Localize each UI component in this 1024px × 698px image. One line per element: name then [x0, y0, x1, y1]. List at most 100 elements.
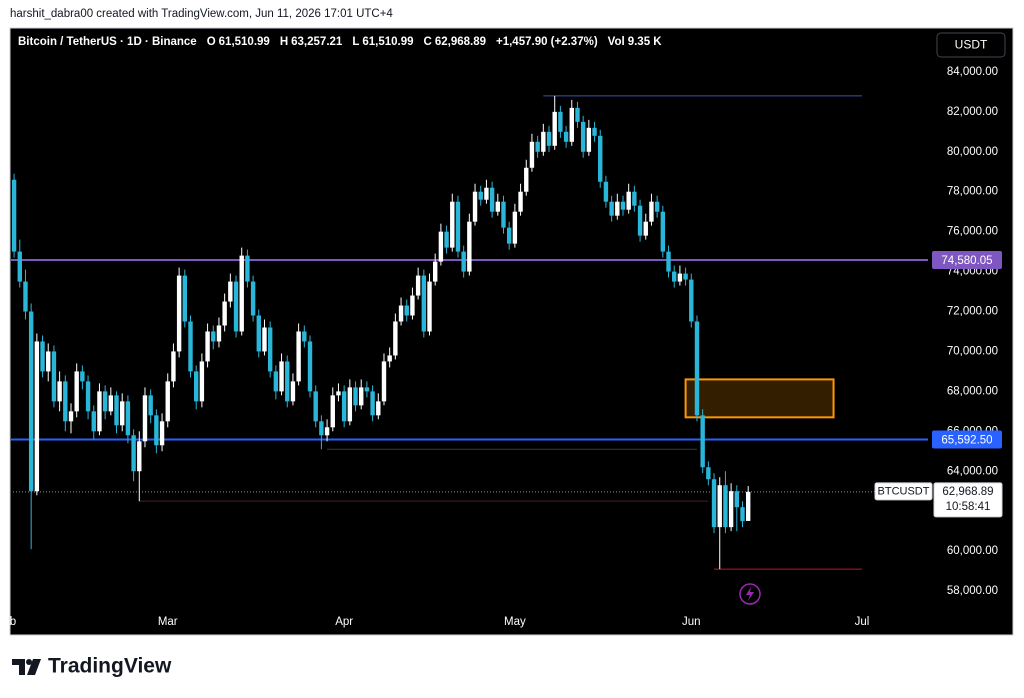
candle-body: [17, 251, 22, 282]
candle-body: [336, 391, 341, 396]
candle-body: [11, 179, 17, 252]
candle-body: [296, 331, 301, 382]
candle-body: [666, 251, 671, 272]
lightning-icon[interactable]: [739, 583, 761, 605]
candle-body: [307, 341, 313, 392]
candle-body: [28, 311, 34, 492]
candle-body: [575, 107, 580, 122]
candle-body: [592, 127, 597, 136]
candle-body: [102, 391, 108, 412]
x-tick-label: Jul: [855, 616, 870, 628]
candle-body: [438, 231, 444, 262]
candle-body: [410, 295, 415, 316]
candle-body: [80, 371, 85, 382]
candle-body: [137, 441, 142, 472]
candle-body: [370, 391, 375, 416]
candle-body: [211, 331, 216, 342]
candle-body: [717, 485, 722, 528]
candle-body: [728, 491, 734, 528]
legend-change: +1,457.90 (+2.37%): [496, 36, 598, 48]
candle-body: [643, 221, 648, 236]
y-tick-label: 76,000.00: [947, 226, 998, 238]
candle-body: [683, 273, 688, 280]
x-tick-label: May: [504, 616, 526, 628]
candle-body: [700, 415, 705, 468]
candle-body: [239, 255, 244, 332]
legend-symbol: Bitcoin / TetherUS · 1D · Binance: [18, 36, 197, 48]
candle-body: [68, 411, 74, 422]
candle-body: [159, 421, 165, 446]
chart-panel: [9, 27, 1014, 636]
candle-body: [63, 381, 68, 422]
x-tick-label: Mar: [158, 616, 178, 628]
candle-body: [637, 205, 643, 236]
x-tick-label: b: [10, 616, 16, 628]
candle-body: [535, 141, 540, 152]
candle-body: [723, 485, 728, 528]
candle-body: [154, 415, 159, 446]
candle-body: [711, 479, 717, 528]
y-tick-label: 58,000.00: [947, 585, 998, 597]
candle-body: [142, 395, 148, 442]
candle-body: [381, 361, 387, 402]
y-tick-label: 60,000.00: [947, 545, 998, 557]
candle-body: [541, 131, 546, 152]
y-tick-label: 70,000.00: [947, 345, 998, 357]
candle-body: [501, 201, 506, 228]
legend-value: 63,257.21: [291, 36, 343, 48]
candle-body: [393, 321, 398, 356]
currency-button-label[interactable]: USDT: [955, 38, 988, 52]
candle-body: [677, 273, 683, 282]
legend-key: L: [352, 36, 360, 48]
y-tick-label: 68,000.00: [947, 385, 998, 397]
candle-body: [364, 387, 370, 392]
candle-body: [125, 401, 131, 436]
legend-value: 9.35 K: [627, 36, 662, 48]
candle-body: [529, 141, 535, 168]
candle-body: [563, 131, 569, 142]
candle-body: [603, 181, 609, 202]
candle-body: [216, 325, 222, 342]
price-badge-label: 74,580.05: [941, 255, 992, 267]
candle-body: [654, 201, 660, 212]
candle-body: [734, 491, 740, 508]
tradingview-logo: [12, 659, 41, 675]
candle-body: [467, 221, 472, 272]
legend-value: 61,510.99: [218, 36, 270, 48]
candle-body: [74, 371, 79, 412]
plot: [11, 95, 928, 570]
y-tick-label: 64,000.00: [947, 465, 998, 477]
candle-body: [461, 251, 466, 272]
candle-body: [171, 351, 176, 382]
candle-body: [97, 391, 102, 432]
candle-body: [199, 361, 205, 402]
zone: [684, 378, 835, 419]
candle-body: [256, 315, 261, 352]
candle-body: [23, 281, 28, 312]
candle-body: [558, 111, 563, 132]
candle-body: [450, 201, 455, 248]
currency-button[interactable]: [936, 32, 1006, 58]
candle-body: [598, 135, 603, 182]
candle-body: [324, 427, 330, 436]
legend-value: 61,510.99: [362, 36, 414, 48]
legend: Bitcoin / TetherUS · 1D · Binance O 61,510…: [18, 36, 665, 48]
candle-body: [85, 381, 91, 412]
candle-body: [421, 275, 427, 332]
candle-body: [672, 271, 677, 282]
brand: TradingView: [48, 655, 172, 678]
candle-body: [404, 305, 409, 316]
legend-value: 62,968.89: [434, 36, 486, 48]
y-tick-label: 82,000.00: [947, 106, 998, 118]
candle-body: [489, 187, 495, 212]
candle-body: [205, 331, 210, 362]
y-tick-label: 78,000.00: [947, 186, 998, 198]
candle-body: [245, 255, 250, 282]
candle-body: [546, 131, 552, 146]
candle-body: [40, 341, 45, 372]
candle-body: [359, 387, 364, 406]
candle-body: [347, 387, 353, 422]
price-badge-label: 65,592.50: [941, 434, 992, 446]
candle-body: [302, 331, 307, 342]
